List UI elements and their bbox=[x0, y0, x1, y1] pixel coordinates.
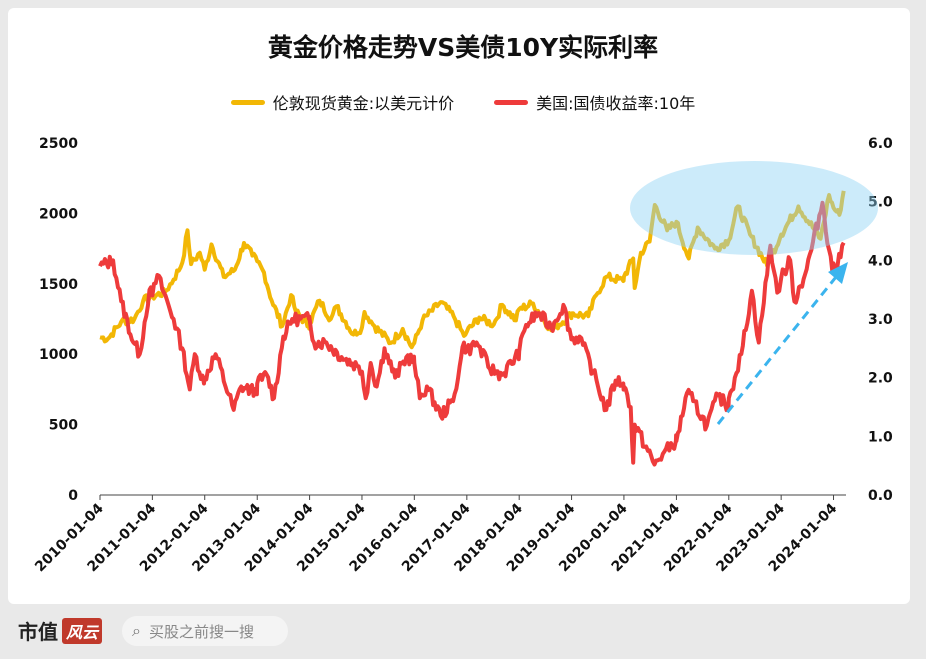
series-line-gold bbox=[99, 190, 846, 350]
legend-swatch-yield bbox=[494, 99, 529, 105]
legend: 伦敦现货黄金:以美元计价 美国:国债收益率:10年 bbox=[0, 90, 926, 114]
chart-title: 黄金价格走势VS美债10Y实际利率 bbox=[267, 33, 659, 62]
brand-logo[interactable]: 市值 风云 bbox=[18, 616, 103, 645]
search-placeholder: 买股之前搜一搜 bbox=[148, 622, 254, 641]
brand-mark: 风云 bbox=[62, 617, 103, 644]
y-right-tick-label: 3.0 bbox=[868, 312, 893, 328]
search-box[interactable]: ⌕ 买股之前搜一搜 bbox=[122, 616, 288, 646]
legend-label-yield: 美国:国债收益率:10年 bbox=[536, 94, 696, 113]
legend-item-yield: 美国:国债收益率:10年 bbox=[494, 90, 695, 114]
y-right-tick-label: 6.0 bbox=[868, 136, 893, 152]
legend-label-gold: 伦敦现货黄金:以美元计价 bbox=[272, 94, 455, 113]
y-left-tick-label: 500 bbox=[49, 418, 78, 434]
footer: 市值 风云 ⌕ 买股之前搜一搜 bbox=[0, 604, 926, 659]
y-right-tick-label: 0.0 bbox=[868, 488, 893, 504]
y-right-tick-label: 2.0 bbox=[868, 371, 893, 387]
trend-arrow-head bbox=[828, 262, 848, 284]
trend-arrow-line bbox=[716, 271, 842, 425]
y-right-tick-label: 4.0 bbox=[868, 253, 893, 269]
y-right-tick-label: 1.0 bbox=[868, 429, 893, 445]
search-icon: ⌕ bbox=[132, 621, 141, 640]
y-right-tick-label: 5.0 bbox=[868, 195, 893, 211]
y-left-tick-label: 2000 bbox=[39, 206, 78, 222]
y-left-tick-label: 0 bbox=[68, 488, 78, 504]
y-left-tick-label: 2500 bbox=[39, 136, 78, 152]
y-left-tick-label: 1000 bbox=[39, 347, 78, 363]
brand-text: 市值 bbox=[18, 620, 58, 644]
series-line-yield bbox=[98, 200, 846, 467]
legend-swatch-gold bbox=[230, 99, 265, 105]
legend-item-gold: 伦敦现货黄金:以美元计价 bbox=[230, 90, 455, 114]
highlight-ellipse bbox=[630, 161, 878, 255]
chart-card bbox=[8, 8, 910, 604]
chart-svg: 0 500 1000 1500 2000 2500 0.0 1.0 2.0 3.0 4.0 5.0 6.… bbox=[32, 136, 893, 575]
y-left-tick-label: 1500 bbox=[39, 277, 78, 293]
